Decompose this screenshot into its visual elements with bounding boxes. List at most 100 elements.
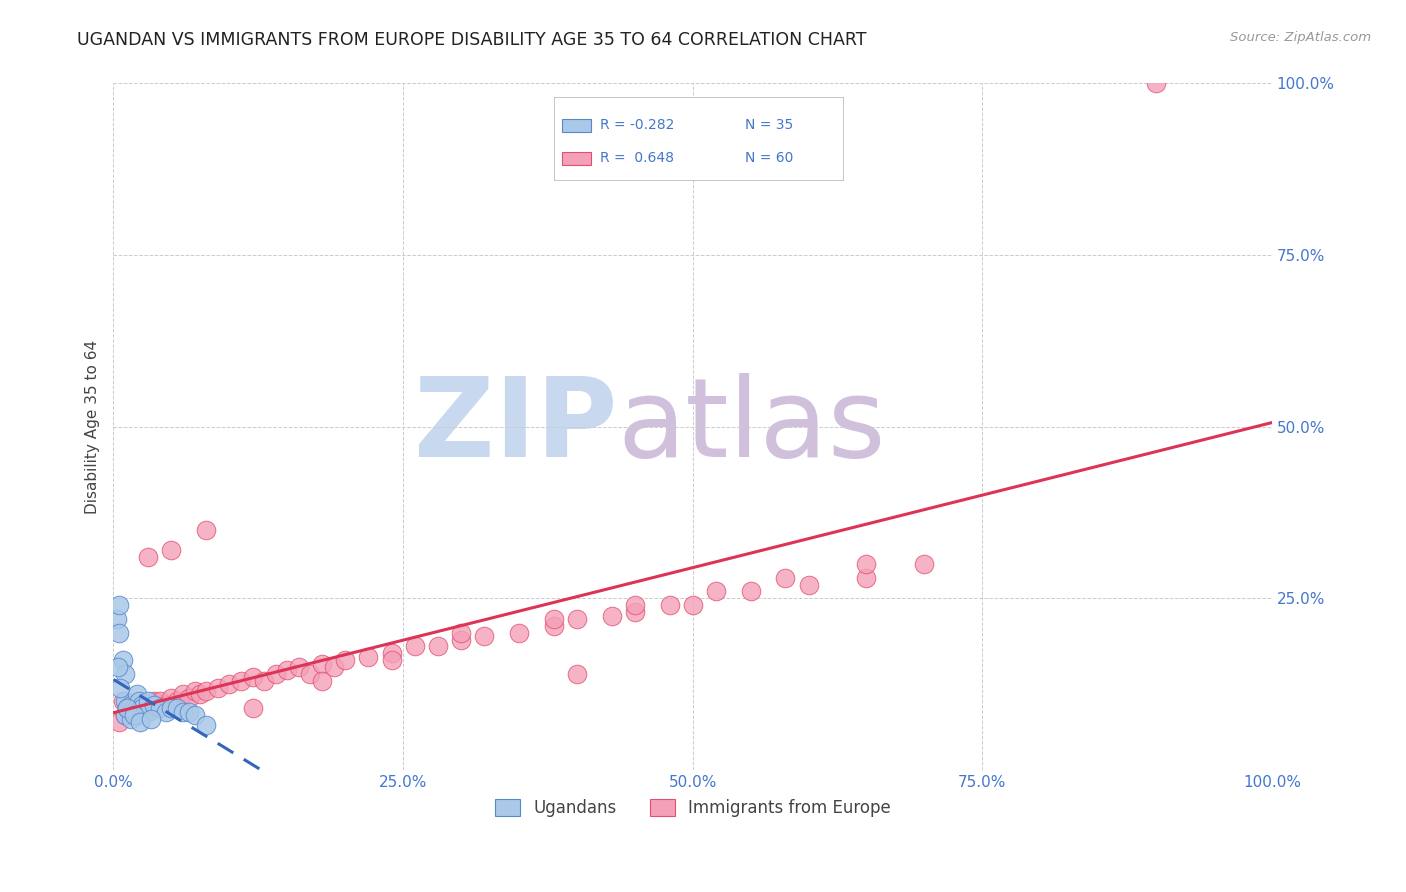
- Point: [131, 701, 153, 715]
- Point: [1144, 77, 1167, 91]
- Point: [797, 577, 820, 591]
- Point: [404, 640, 426, 654]
- Point: [311, 657, 333, 671]
- Point: [149, 694, 172, 708]
- Point: [117, 701, 139, 715]
- Text: Source: ZipAtlas.com: Source: ZipAtlas.com: [1230, 31, 1371, 45]
- Point: [143, 698, 166, 712]
- Point: [131, 698, 153, 712]
- Point: [264, 666, 287, 681]
- Point: [131, 698, 153, 712]
- Point: [357, 649, 380, 664]
- Point: [218, 677, 240, 691]
- Point: [110, 681, 132, 695]
- Point: [125, 701, 148, 715]
- Point: [299, 666, 322, 681]
- Point: [136, 705, 159, 719]
- Point: [149, 701, 172, 715]
- Point: [276, 664, 298, 678]
- Point: [658, 599, 681, 613]
- Point: [108, 599, 131, 613]
- Point: [120, 705, 142, 719]
- Point: [172, 705, 194, 719]
- Point: [160, 543, 183, 558]
- Point: [311, 673, 333, 688]
- Point: [117, 701, 139, 715]
- Point: [450, 632, 472, 647]
- Point: [160, 690, 183, 705]
- Point: [229, 673, 252, 688]
- Point: [242, 670, 264, 684]
- Point: [128, 694, 150, 708]
- Point: [155, 698, 177, 712]
- Point: [125, 708, 148, 723]
- Point: [125, 701, 148, 715]
- Point: [288, 660, 311, 674]
- Point: [508, 625, 530, 640]
- Point: [111, 694, 134, 708]
- Point: [207, 681, 229, 695]
- Point: [195, 718, 218, 732]
- Point: [195, 523, 218, 537]
- Point: [183, 708, 205, 723]
- Point: [177, 690, 200, 705]
- Point: [120, 705, 142, 719]
- Point: [623, 599, 645, 613]
- Point: [143, 694, 166, 708]
- Point: [253, 673, 276, 688]
- Y-axis label: Disability Age 35 to 64: Disability Age 35 to 64: [86, 340, 100, 514]
- Point: [623, 605, 645, 619]
- Point: [114, 708, 136, 723]
- Point: [124, 708, 146, 723]
- Point: [114, 694, 136, 708]
- Point: [740, 584, 762, 599]
- Point: [195, 684, 218, 698]
- Point: [160, 701, 183, 715]
- Point: [183, 684, 205, 698]
- Text: ZIP: ZIP: [413, 373, 617, 480]
- Point: [105, 612, 128, 626]
- Point: [472, 629, 495, 643]
- Point: [380, 653, 402, 667]
- Point: [124, 701, 146, 715]
- Point: [136, 701, 159, 715]
- Point: [855, 557, 877, 571]
- Point: [120, 698, 142, 712]
- Point: [565, 612, 588, 626]
- Point: [855, 571, 877, 585]
- Point: [682, 599, 704, 613]
- Point: [120, 711, 142, 725]
- Point: [565, 666, 588, 681]
- Legend: Ugandans, Immigrants from Europe: Ugandans, Immigrants from Europe: [488, 792, 897, 823]
- Point: [114, 708, 136, 723]
- Text: UGANDAN VS IMMIGRANTS FROM EUROPE DISABILITY AGE 35 TO 64 CORRELATION CHART: UGANDAN VS IMMIGRANTS FROM EUROPE DISABI…: [77, 31, 868, 49]
- Point: [543, 619, 565, 633]
- Point: [136, 694, 159, 708]
- Point: [114, 666, 136, 681]
- Point: [450, 625, 472, 640]
- Point: [242, 701, 264, 715]
- Point: [111, 653, 134, 667]
- Point: [177, 705, 200, 719]
- Point: [335, 653, 357, 667]
- Point: [129, 714, 152, 729]
- Point: [108, 714, 131, 729]
- Text: atlas: atlas: [617, 373, 886, 480]
- Point: [125, 688, 148, 702]
- Point: [108, 625, 131, 640]
- Point: [704, 584, 727, 599]
- Point: [380, 646, 402, 660]
- Point: [166, 701, 188, 715]
- Point: [543, 612, 565, 626]
- Point: [190, 688, 212, 702]
- Point: [912, 557, 935, 571]
- Point: [600, 608, 623, 623]
- Point: [155, 705, 177, 719]
- Point: [322, 660, 344, 674]
- Point: [136, 550, 159, 565]
- Point: [426, 640, 449, 654]
- Point: [172, 688, 194, 702]
- Point: [139, 711, 162, 725]
- Point: [775, 571, 797, 585]
- Point: [166, 694, 188, 708]
